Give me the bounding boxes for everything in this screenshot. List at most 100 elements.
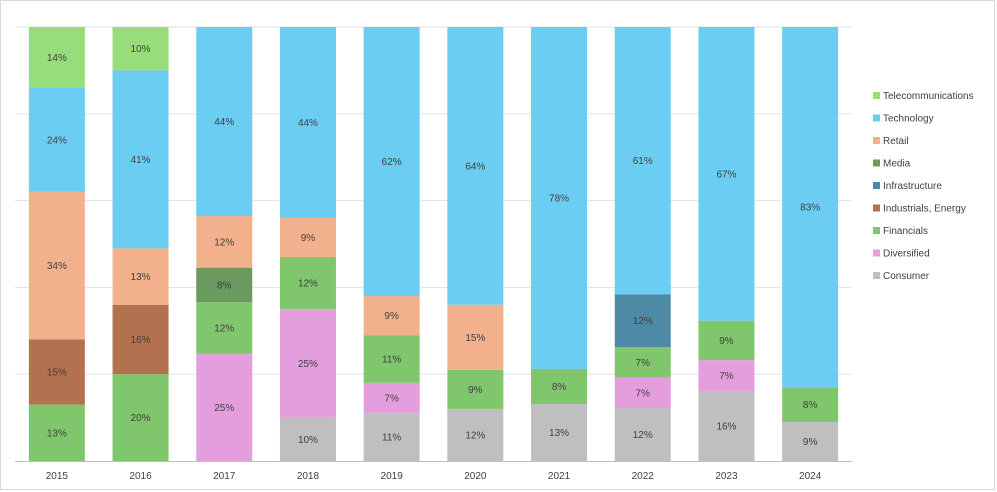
legend-label: Industrials, Energy	[883, 204, 966, 215]
bar-segment-financials-2020[interactable]	[447, 369, 504, 409]
data-label: 12%	[633, 316, 653, 327]
data-label: 15%	[465, 333, 485, 344]
data-label: 8%	[217, 280, 232, 291]
bar-segment-diversified-2019[interactable]	[363, 382, 420, 414]
data-label: 13%	[47, 428, 67, 439]
legend-label: Financials	[883, 226, 928, 237]
bar-segment-diversified-2018[interactable]	[279, 309, 336, 418]
bar-segment-financials-2021[interactable]	[531, 368, 588, 405]
bar-segment-financials-2018[interactable]	[279, 257, 336, 310]
bar-segment-industrials-energy-2016[interactable]	[112, 304, 169, 375]
bar-segment-financials-2022[interactable]	[614, 347, 671, 378]
legend-item-industrials-energy[interactable]: Industrials, Energy	[873, 204, 966, 215]
bar-segment-consumer-2018[interactable]	[279, 417, 336, 461]
bar-segment-financials-2024[interactable]	[782, 387, 839, 422]
bar-segment-retail-2017[interactable]	[196, 216, 253, 268]
data-label: 11%	[382, 355, 401, 366]
bar-segment-industrials-energy-2015[interactable]	[28, 339, 85, 405]
legend-item-diversified[interactable]: Diversified	[873, 249, 930, 260]
data-label: 13%	[131, 272, 151, 283]
bar-segment-technology-2015[interactable]	[28, 87, 85, 192]
data-label: 64%	[465, 161, 485, 172]
legend-swatch	[873, 204, 880, 212]
bar-segment-consumer-2019[interactable]	[363, 413, 420, 461]
bar-segment-retail-2020[interactable]	[447, 304, 504, 370]
x-tick-label: 2015	[46, 471, 69, 482]
x-axis: 2015 2016 2017 2018 2019 2020 2021 2022 2023 2024	[15, 461, 852, 482]
bar-segment-financials-2019[interactable]	[363, 335, 420, 383]
data-label: 9%	[384, 311, 399, 322]
x-tick-label: 2022	[632, 471, 655, 482]
bar-segment-technology-2020[interactable]	[447, 27, 504, 305]
data-label: 44%	[298, 118, 318, 129]
legend-item-financials[interactable]: Financials	[873, 226, 928, 237]
bar-segment-consumer-2021[interactable]	[531, 404, 588, 461]
bar-segment-consumer-2020[interactable]	[447, 408, 504, 461]
legend-item-infrastructure[interactable]: Infrastructure	[873, 181, 942, 192]
bar-segment-retail-2018[interactable]	[279, 217, 336, 258]
bar-segment-diversified-2017[interactable]	[196, 353, 253, 461]
legend-swatch	[873, 114, 880, 122]
data-label: 16%	[131, 335, 151, 346]
data-label: 12%	[214, 237, 234, 248]
bar-segment-technology-2022[interactable]	[614, 27, 671, 295]
data-label: 62%	[382, 157, 402, 168]
bar-segment-technology-2019[interactable]	[363, 27, 420, 297]
data-label: 10%	[298, 435, 318, 446]
bar-segment-diversified-2023[interactable]	[698, 360, 755, 391]
data-label: 12%	[465, 430, 485, 441]
bar-segment-retail-2015[interactable]	[28, 191, 85, 340]
bar-segment-consumer-2024[interactable]	[782, 421, 839, 461]
legend-item-technology[interactable]: Technology	[873, 114, 934, 125]
data-label: 9%	[803, 437, 818, 448]
bar-segment-financials-2016[interactable]	[112, 374, 169, 461]
data-label: 12%	[298, 279, 318, 290]
data-label: 9%	[468, 385, 483, 396]
bar-segment-consumer-2022[interactable]	[614, 408, 671, 461]
bar-segment-technology-2021[interactable]	[531, 27, 588, 369]
bar-segment-telecommunications-2015[interactable]	[28, 27, 85, 88]
bar-segment-technology-2024[interactable]	[782, 27, 839, 388]
bar-segment-technology-2018[interactable]	[279, 27, 336, 218]
bar-segment-media-2017[interactable]	[196, 267, 253, 303]
bar-segment-financials-2017[interactable]	[196, 302, 253, 354]
data-label: 7%	[636, 389, 651, 400]
x-tick-label: 2017	[213, 471, 236, 482]
legend-item-media[interactable]: Media	[873, 159, 911, 170]
legend-swatch	[873, 227, 880, 234]
bar-segment-technology-2023[interactable]	[698, 27, 755, 321]
bar-segment-financials-2015[interactable]	[28, 404, 85, 461]
legend-item-telecommunications[interactable]: Telecommunications	[873, 91, 974, 102]
data-label: 9%	[301, 233, 316, 244]
data-label: 34%	[47, 261, 67, 272]
x-tick-label: 2018	[297, 471, 320, 482]
bar-segment-financials-2023[interactable]	[698, 320, 755, 361]
bar-segment-technology-2017[interactable]	[196, 27, 253, 217]
legend-item-consumer[interactable]: Consumer	[873, 271, 930, 282]
legend-swatch	[873, 249, 880, 257]
data-label: 61%	[633, 156, 653, 167]
legend-label: Retail	[883, 136, 909, 147]
data-label: 16%	[716, 421, 736, 432]
data-label: 78%	[549, 193, 569, 204]
data-label: 8%	[552, 382, 567, 393]
legend-item-retail[interactable]: Retail	[873, 136, 909, 147]
data-label: 7%	[719, 371, 734, 382]
bars: 13% 15% 34% 24% 14% 20% 16% 13% 41% 10% 25% 12% 8% 12…	[28, 27, 839, 461]
bar-segment-retail-2019[interactable]	[363, 296, 420, 336]
legend: Telecommunications Technology Retail Media I…	[873, 91, 974, 282]
legend-label: Technology	[883, 114, 934, 125]
bar-segment-infrastructure-2022[interactable]	[614, 294, 671, 348]
bar-segment-retail-2016[interactable]	[112, 248, 169, 305]
data-label: 14%	[47, 53, 67, 64]
data-label: 67%	[716, 169, 736, 180]
legend-label: Diversified	[883, 249, 930, 260]
bar-segment-technology-2016[interactable]	[112, 70, 169, 249]
bar-segment-diversified-2022[interactable]	[614, 377, 671, 409]
data-label: 7%	[636, 358, 651, 369]
bar-segment-telecommunications-2016[interactable]	[112, 27, 169, 71]
data-label: 83%	[800, 203, 820, 214]
bar-segment-consumer-2023[interactable]	[698, 390, 755, 461]
data-label: 12%	[633, 430, 653, 441]
